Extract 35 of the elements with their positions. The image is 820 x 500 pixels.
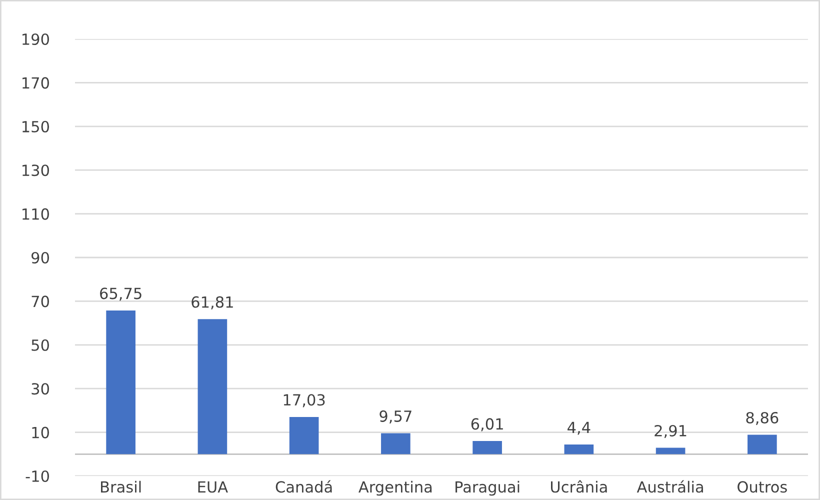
data-label: 8,86 (746, 412, 778, 426)
bar (656, 448, 686, 454)
bar (198, 319, 228, 454)
x-tick-label: Argentina (358, 480, 432, 496)
data-label: 6,01 (471, 418, 503, 432)
x-tick-label: Brasil (101, 480, 141, 493)
bar (106, 310, 136, 454)
x-tick-label: Canadá (276, 480, 332, 493)
y-tick-label: 50 (32, 339, 49, 351)
y-tick-label: 70 (32, 296, 49, 308)
x-tick-label: Austrália (636, 480, 703, 493)
y-tick-label: -10 (26, 470, 49, 482)
y-tick-label: 190 (22, 33, 49, 46)
bar (289, 416, 319, 454)
data-label: 2,91 (654, 424, 686, 438)
y-tick-label: 30 (32, 383, 49, 395)
y-tick-label: 130 (22, 164, 49, 176)
data-label: 65,75 (100, 288, 142, 301)
y-tick-label: 90 (32, 252, 49, 264)
bar (381, 433, 410, 454)
data-label: 4,4 (568, 422, 590, 435)
x-tick-label: EUA (198, 481, 228, 493)
x-tick-label: Outros (738, 481, 787, 493)
bar (748, 434, 777, 454)
data-label: 17,03 (284, 394, 325, 408)
y-tick-label: 110 (22, 208, 49, 220)
x-tick-label: Ucrânia (551, 480, 607, 493)
bar (472, 441, 502, 454)
data-label: 9,57 (380, 410, 412, 424)
y-tick-label: 150 (22, 120, 49, 132)
y-tick-label: 170 (22, 77, 49, 89)
y-tick-label: 10 (32, 426, 49, 438)
data-label: 61,81 (192, 296, 233, 310)
x-tick-label: Paraguai (456, 480, 520, 496)
bar (564, 444, 594, 454)
